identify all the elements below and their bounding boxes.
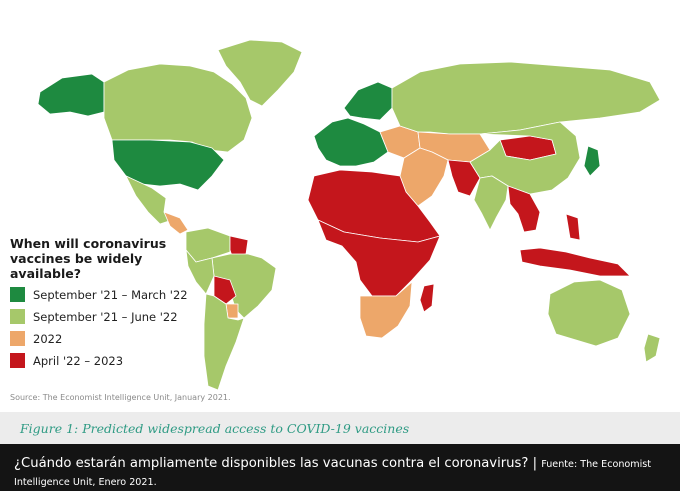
region-alaska	[37, 73, 105, 117]
world-map	[37, 39, 661, 391]
region-western-europe	[313, 117, 389, 167]
legend-item-sep21-mar22: September '21 – March '22	[10, 286, 220, 303]
region-central-america	[163, 211, 189, 235]
legend-item-sep21-jun22: September '21 – June '22	[10, 308, 220, 325]
footer-text: ¿Cuándo estarán ampliamente disponibles …	[14, 454, 666, 490]
map-area: When will coronavirus vaccines be widely…	[10, 39, 661, 402]
legend-swatch-apr22-2023	[10, 353, 25, 368]
legend-label-2022: 2022	[33, 331, 63, 346]
legend-swatch-sep21-jun22	[10, 309, 25, 324]
region-new-zealand	[643, 333, 661, 363]
region-southern-africa	[359, 281, 413, 339]
footer-source: Fuente: The Economist Intelligence Unit,…	[14, 459, 652, 488]
region-russia	[391, 61, 661, 135]
region-japan	[583, 145, 601, 177]
region-australia	[547, 279, 631, 347]
source-line: Source: The Economist Intelligence Unit,…	[10, 393, 231, 402]
legend-label-sep21-mar22: September '21 – March '22	[33, 287, 188, 302]
figure-caption: Figure 1: Predicted widespread access to…	[20, 421, 410, 436]
region-canada	[103, 63, 253, 153]
caption-band: Figure 1: Predicted widespread access to…	[0, 412, 680, 444]
region-peru	[185, 249, 215, 295]
footer-separator: |	[528, 456, 542, 471]
legend-label-apr22-2023: April '22 – 2023	[33, 353, 124, 368]
legend-item-2022: 2022	[10, 330, 220, 347]
legend-swatch-2022	[10, 331, 25, 346]
legend-swatch-sep21-mar22	[10, 287, 25, 302]
region-southeast-asia	[507, 185, 541, 233]
region-india	[473, 175, 509, 231]
region-greenland	[217, 39, 303, 107]
legend: When will coronavirus vaccines be widely…	[10, 236, 220, 369]
region-madagascar	[419, 283, 435, 313]
region-argentina-and-chile	[203, 293, 245, 391]
region-indonesia-and-philippines	[519, 213, 631, 277]
region-guyana	[229, 235, 249, 257]
region-bolivia	[213, 275, 237, 305]
legend-label-sep21-jun22: September '21 – June '22	[33, 309, 178, 324]
regions-layer	[37, 39, 661, 391]
footer-main-text: ¿Cuándo estarán ampliamente disponibles …	[14, 456, 529, 471]
legend-title: When will coronavirus vaccines be widely…	[10, 236, 167, 281]
legend-item-apr22-2023: April '22 – 2023	[10, 352, 220, 369]
region-scandinavia	[343, 81, 393, 121]
region-central-africa	[317, 219, 441, 297]
region-united-states	[111, 139, 225, 191]
footer-band: ¿Cuándo estarán ampliamente disponibles …	[0, 444, 680, 491]
